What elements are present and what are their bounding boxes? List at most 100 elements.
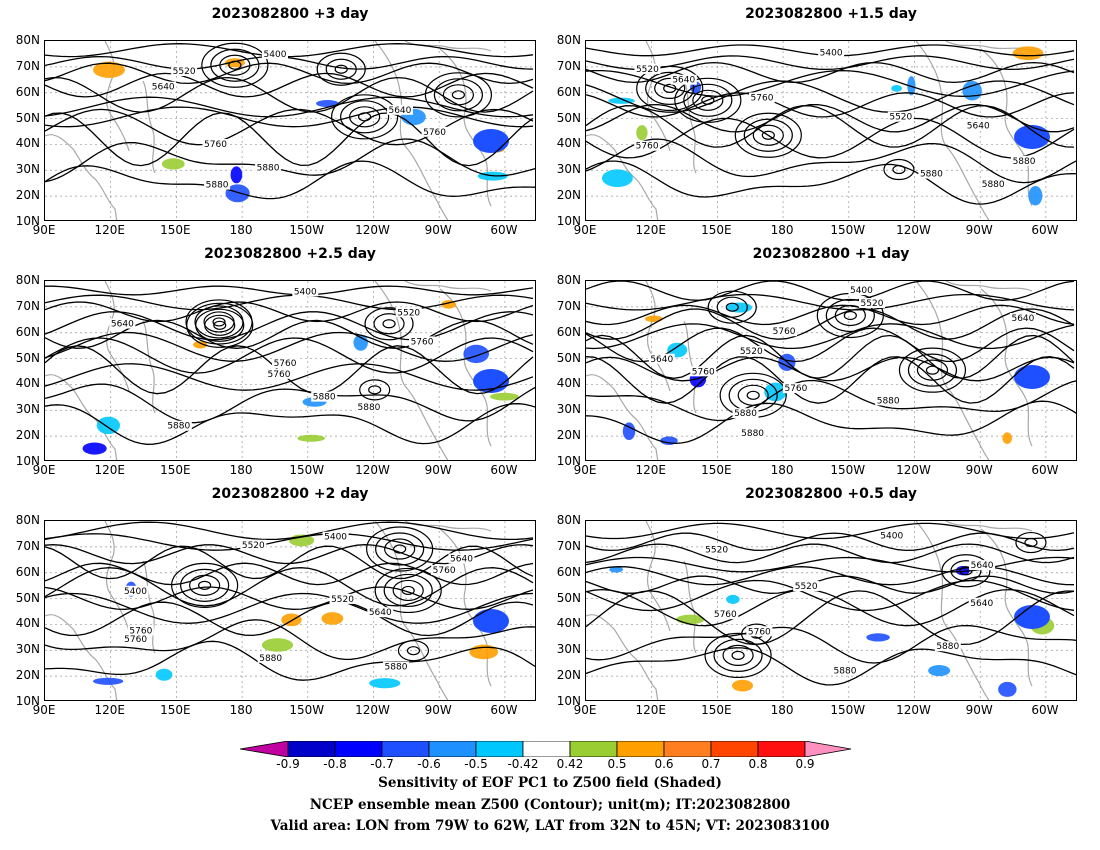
- longitude-label: 90E: [32, 223, 56, 237]
- contour-label: 5520: [331, 595, 354, 605]
- contour-label: 5760: [268, 370, 291, 380]
- sensitivity-shading: [622, 422, 636, 441]
- closed-contour: [382, 319, 396, 329]
- latitude-label: 30N: [15, 402, 40, 417]
- contour-label: 5400: [294, 287, 317, 297]
- map-canvas: 5400 5520 5640 5760 5520 5640 5760 5760 5880 5880…: [586, 281, 1076, 460]
- contour-label-bg: [703, 544, 730, 555]
- coastline: [404, 521, 492, 532]
- coastline: [683, 560, 697, 654]
- contour-label: 5400: [324, 533, 347, 543]
- panel-title: 2023082800 +1.5 day: [745, 6, 917, 22]
- contour-label-bg: [887, 111, 914, 122]
- contour-label-bg: [739, 428, 766, 439]
- contour-label: 5640: [111, 320, 134, 330]
- contour-label: 5640: [672, 76, 695, 86]
- panel-title: 2023082800 +0.5 day: [745, 486, 917, 502]
- contour-label-bg: [266, 368, 293, 379]
- contour-label: 5400: [850, 286, 873, 296]
- z500-contour: [45, 106, 534, 128]
- contour-label: 5880: [834, 666, 857, 676]
- latitude-label: 30N: [556, 642, 581, 657]
- contour-label: 5760: [692, 367, 715, 377]
- z500-contour: [45, 331, 534, 362]
- contour-label-bg: [934, 641, 961, 652]
- z500-contour: [45, 72, 534, 98]
- colorbar-tick-label: 0.6: [654, 757, 674, 771]
- latitude-label: 20N: [556, 188, 581, 203]
- z500-contour: [586, 566, 1075, 586]
- closed-contour: [746, 390, 760, 400]
- closed-contour: [424, 72, 493, 118]
- contour-label: 5760: [748, 627, 771, 637]
- contour-label-bg: [431, 565, 458, 576]
- closed-contour: [731, 650, 745, 660]
- contour-label-bg: [150, 81, 177, 92]
- longitude-label: 90E: [32, 463, 56, 477]
- contour-label-bg: [122, 585, 149, 596]
- contour-label-bg: [771, 326, 798, 337]
- contour-label-bg: [127, 625, 154, 636]
- closed-contour: [171, 562, 239, 608]
- contour-label: 5760: [773, 327, 796, 337]
- z500-contour: [586, 400, 1076, 445]
- contour-label: 5520: [740, 347, 763, 357]
- longitude-label: 180: [770, 703, 794, 717]
- contour-label-bg: [383, 661, 410, 672]
- closed-contour: [683, 83, 733, 117]
- sensitivity-shading: [1014, 365, 1050, 389]
- z500-contour: [586, 281, 1075, 301]
- contour-label-bg: [968, 597, 995, 608]
- colorbar-tick-label: 0.8: [748, 757, 768, 771]
- closed-contour: [397, 640, 430, 662]
- latitude-label: 30N: [15, 642, 40, 657]
- closed-contour: [213, 320, 227, 330]
- closed-contour: [364, 307, 414, 341]
- closed-contour: [198, 580, 212, 590]
- colorbar-tick-label: 0.42: [556, 757, 584, 771]
- z500-contour: [586, 532, 1075, 552]
- contour-label-bg: [793, 581, 820, 592]
- longitude-label: 90E: [573, 223, 597, 237]
- colorbar-swatch: [569, 740, 618, 758]
- z500-contour: [586, 323, 1075, 350]
- z500-contour: [586, 379, 1076, 422]
- closed-contour: [892, 164, 906, 175]
- sensitivity-shading: [1002, 432, 1013, 444]
- closed-contour: [373, 313, 405, 335]
- longitude-label: 120E: [635, 223, 666, 237]
- sensitivity-shading: [998, 681, 1017, 697]
- contour-label-bg: [322, 531, 349, 542]
- contour-label-bg: [122, 634, 149, 645]
- latitude-label: 50N: [15, 590, 40, 605]
- z500-contour: [45, 601, 534, 637]
- longitude-label: 60W: [1031, 223, 1059, 237]
- coastline: [915, 521, 990, 700]
- z500-contour: [45, 160, 535, 200]
- z500-contour: [586, 588, 1075, 627]
- closed-contour: [212, 317, 226, 327]
- latitude-label: 60N: [556, 324, 581, 339]
- sensitivity-shading: [82, 442, 107, 455]
- colorbar-swatch: [381, 740, 430, 758]
- longitude-label: 180: [770, 223, 794, 237]
- map-panel: 5400 5520 5640 5520 5640 5760 5760 5880 5880: [585, 520, 1077, 701]
- closed-contour: [368, 385, 382, 395]
- longitude-label: 90W: [965, 223, 993, 237]
- coastline: [980, 48, 1033, 207]
- closed-contour: [384, 538, 416, 560]
- longitude-label: 150E: [701, 703, 732, 717]
- z500-contour: [586, 61, 1075, 84]
- latitude-label: 70N: [15, 538, 40, 553]
- contour-label: 5520: [173, 67, 196, 77]
- sensitivity-shading: [489, 392, 519, 401]
- contour-label: 5760: [751, 93, 774, 103]
- longitude-label: 150W: [289, 223, 325, 237]
- contour-label-bg: [848, 285, 875, 296]
- contour-label-bg: [859, 298, 886, 309]
- longitude-label: 90W: [965, 703, 993, 717]
- sensitivity-shading: [93, 61, 125, 78]
- contour-label: 5520: [795, 582, 818, 592]
- map-canvas: 5400552056405760540055205640576057605880…: [45, 521, 535, 700]
